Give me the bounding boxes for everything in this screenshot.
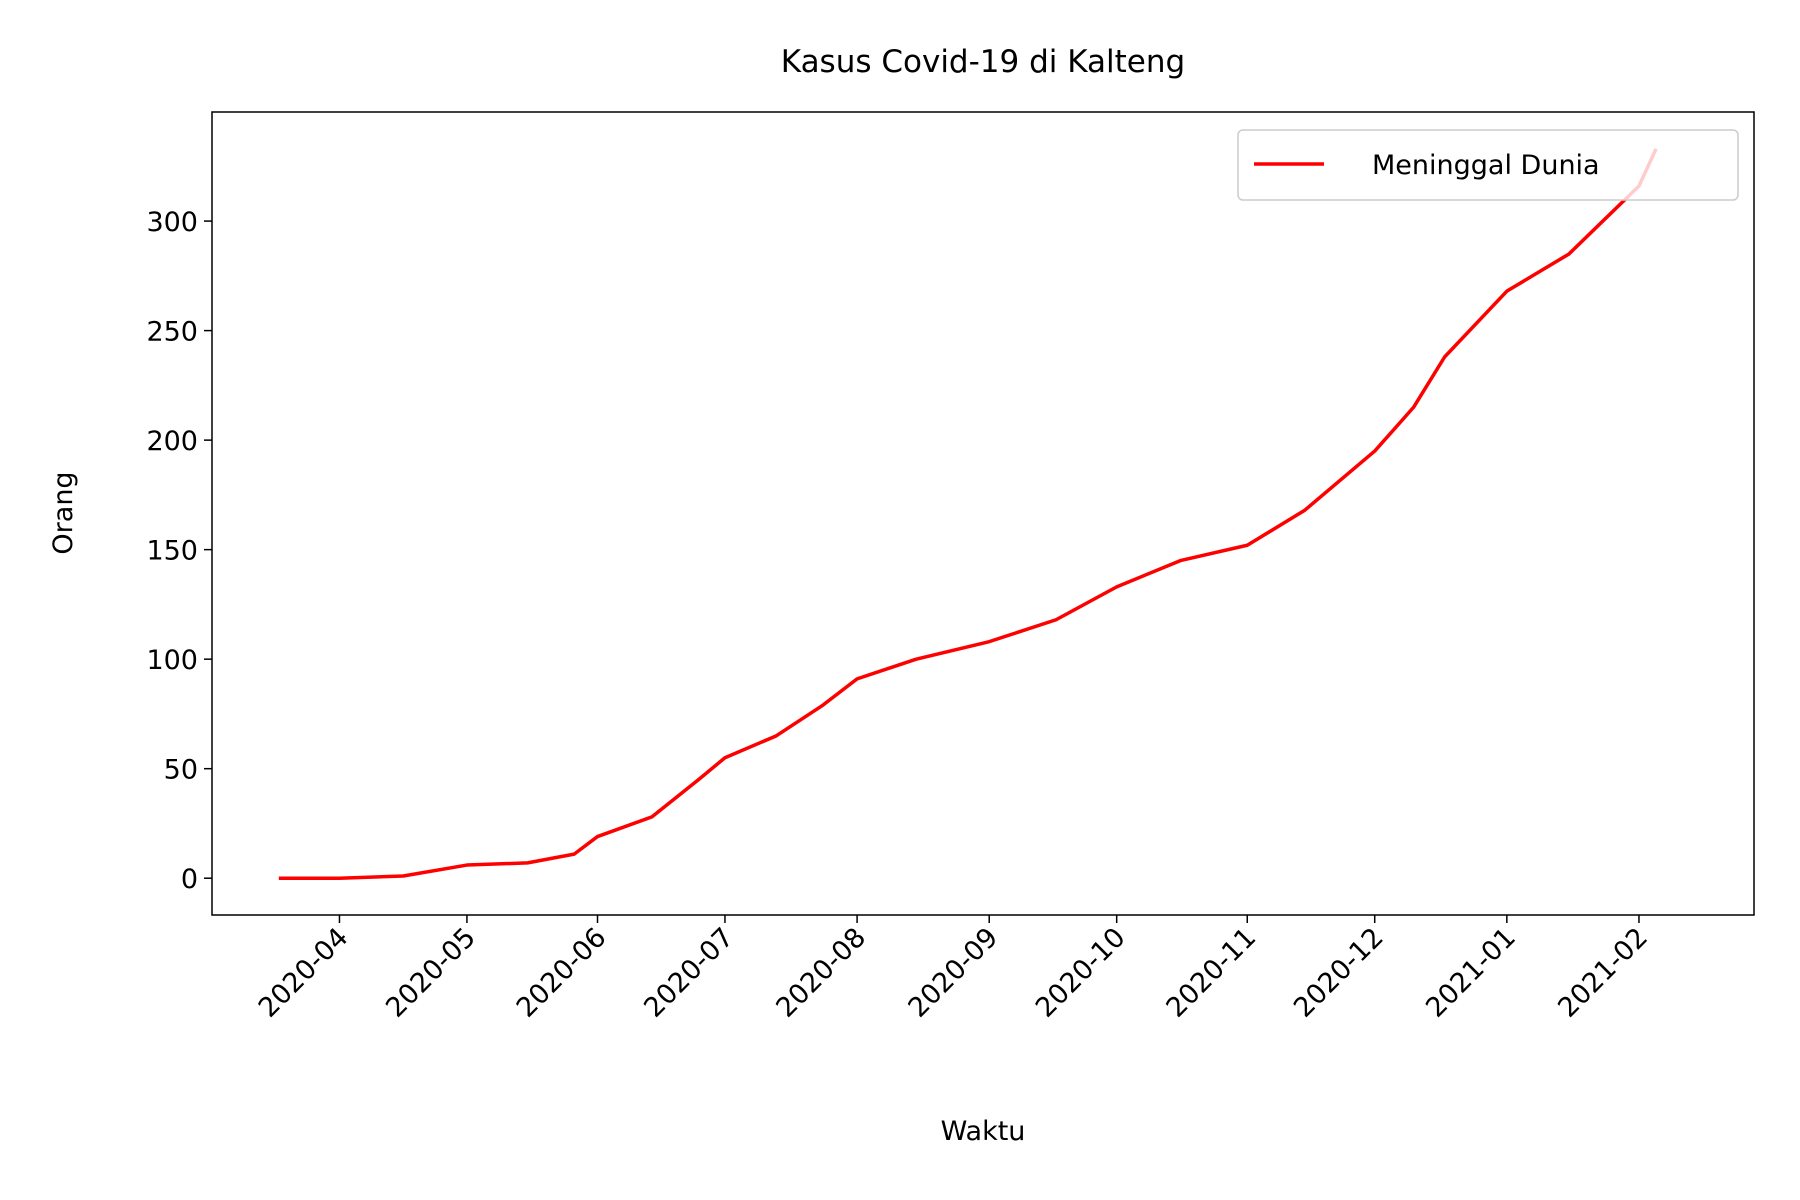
data-line xyxy=(278,148,1658,880)
x-tick-label: 2020-09 xyxy=(902,922,1004,1024)
y-tick-label: 200 xyxy=(146,426,198,457)
y-tick-label: 100 xyxy=(146,645,198,676)
x-tick-label: 2020-08 xyxy=(770,922,872,1024)
y-tick-label: 50 xyxy=(164,755,198,786)
x-tick-label: 2020-04 xyxy=(253,922,355,1024)
x-tick-label: 2020-10 xyxy=(1030,922,1132,1024)
x-tick-label: 2020-06 xyxy=(511,922,613,1024)
x-axis-label: Waktu xyxy=(941,1116,1026,1147)
x-tick-label: 2020-12 xyxy=(1288,922,1390,1024)
x-tick-label: 2020-07 xyxy=(638,922,740,1024)
y-tick-label: 150 xyxy=(146,536,198,567)
x-tick-label: 2020-11 xyxy=(1161,922,1263,1024)
x-tick-label: 2021-02 xyxy=(1552,922,1654,1024)
legend-label: Meninggal Dunia xyxy=(1372,150,1600,181)
y-axis-label: Orang xyxy=(48,471,79,554)
axes-frame xyxy=(211,111,1755,916)
y-tick-label: 300 xyxy=(146,207,198,238)
chart-title: Kasus Covid-19 di Kalteng xyxy=(781,44,1185,80)
legend-box xyxy=(1237,129,1739,201)
x-tick-label: 2020-05 xyxy=(380,922,482,1024)
y-tick-label: 250 xyxy=(146,317,198,348)
x-tick-label: 2021-01 xyxy=(1420,922,1522,1024)
y-tick-label: 0 xyxy=(181,864,198,895)
